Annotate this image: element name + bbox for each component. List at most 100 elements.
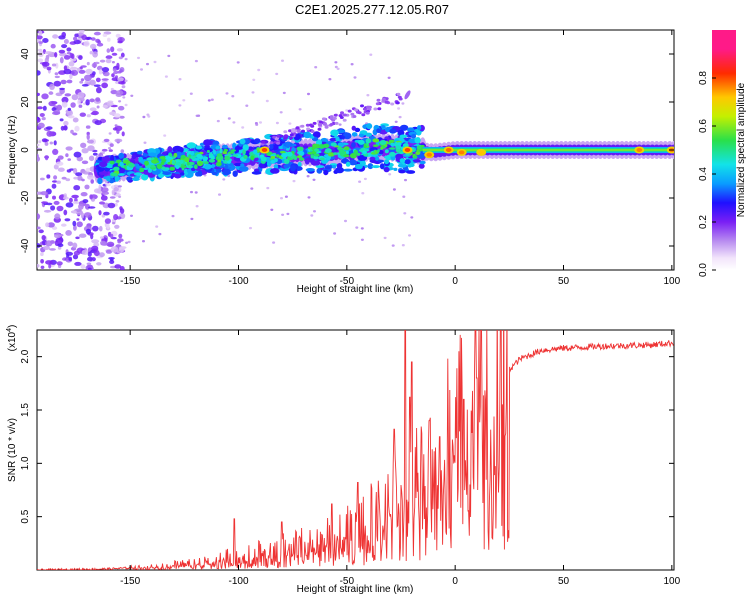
noise-blob: [53, 200, 60, 205]
branch-blob: [274, 137, 279, 141]
noise-blob: [59, 52, 67, 57]
top-y-ticks: -40 -20 0 20 40: [20, 48, 674, 253]
noise-blob: [111, 52, 118, 56]
band-blob: [365, 132, 373, 137]
noise-blob: [77, 99, 81, 105]
noise-dot: [387, 76, 391, 80]
noise-blob: [88, 206, 96, 209]
y-scale-label: (x104): [6, 325, 18, 352]
noise-blob: [117, 81, 126, 85]
band-blob: [411, 134, 417, 139]
noise-blob: [78, 55, 83, 60]
noise-dot: [236, 61, 240, 64]
band-blob: [404, 159, 411, 165]
noise-blob: [114, 138, 123, 143]
noise-blob: [54, 213, 61, 220]
noise-blob: [105, 249, 113, 254]
noise-dot: [392, 188, 396, 191]
band-blob: [378, 159, 384, 163]
top-x-tick-label: 100: [663, 276, 680, 287]
noise-blob: [98, 210, 102, 216]
bottom-x-ticks: -150 -100 -50 0 50 100: [120, 330, 681, 587]
bottom-x-tick-label: 100: [663, 576, 680, 587]
noise-blob: [65, 202, 74, 208]
band-blob: [279, 167, 290, 172]
noise-dot: [307, 92, 310, 96]
noise-blob: [52, 111, 61, 116]
colorbar-gradient: [712, 30, 736, 270]
noise-blob: [80, 78, 85, 82]
noise-dot: [207, 99, 211, 102]
band-core-blob: [171, 159, 175, 165]
branch-blob: [395, 101, 400, 105]
noise-blob: [86, 134, 90, 140]
noise-blob: [117, 40, 123, 44]
noise-blob: [61, 96, 69, 104]
noise-dot: [130, 214, 133, 217]
band-core-blob: [345, 150, 349, 154]
bottom-x-axis-label: Height of straight line (km): [297, 584, 414, 595]
noise-blob: [37, 226, 41, 230]
band-core-blob: [281, 153, 288, 158]
noise-blob: [41, 235, 46, 241]
noise-blob: [48, 263, 52, 269]
band-blob: [351, 132, 358, 137]
band-core-blob: [330, 142, 337, 147]
noise-dot: [158, 232, 162, 236]
noise-blob: [101, 78, 109, 81]
colorbar-tick-label: 0.2: [698, 215, 709, 229]
noise-blob: [56, 205, 64, 212]
noise-blob: [107, 37, 111, 42]
noise-dot: [210, 98, 214, 101]
noise-blob: [53, 140, 57, 146]
top-y-tick-label: 0: [20, 147, 31, 153]
band-core-blob: [357, 139, 365, 145]
noise-dot: [227, 174, 231, 178]
noise-blob: [63, 65, 68, 71]
noise-blob: [81, 178, 85, 182]
noise-dot: [142, 240, 145, 243]
noise-blob: [37, 35, 43, 40]
band-core-blob: [353, 149, 358, 155]
top-x-axis-label: Height of straight line (km): [297, 284, 414, 295]
band-core-blob: [204, 161, 209, 164]
noise-dot: [143, 141, 147, 144]
noise-dot: [108, 132, 112, 135]
noise-blob: [54, 233, 62, 239]
band-blob: [97, 177, 103, 185]
noise-dot: [110, 87, 114, 91]
chart-title: C2E1.2025.277.12.05.R07: [295, 2, 449, 17]
band-blob: [389, 128, 397, 134]
bottom-x-tick-label: -50: [340, 576, 355, 587]
branch-blob: [381, 97, 386, 101]
noise-dot: [241, 126, 245, 129]
noise-blob: [52, 148, 59, 155]
noise-blob: [106, 48, 111, 53]
y-scale-exponent: 4: [6, 328, 13, 332]
noise-blob: [52, 226, 58, 230]
noise-blob: [118, 233, 123, 239]
noise-blob: [69, 66, 78, 71]
band-blob: [118, 152, 125, 159]
band-core-inner: [422, 149, 674, 151]
noise-blob: [95, 97, 101, 102]
branch-blob: [357, 111, 362, 115]
band-core-blob: [276, 154, 280, 158]
band-blob: [351, 142, 356, 148]
noise-dot: [280, 197, 283, 200]
noise-blob: [96, 42, 104, 47]
branch-blob: [342, 118, 347, 122]
noise-blob: [84, 74, 92, 82]
noise-blob: [46, 126, 53, 130]
noise-blob: [46, 66, 52, 71]
noise-dot: [130, 94, 134, 98]
noise-dot: [146, 62, 149, 66]
noise-blob: [49, 83, 55, 90]
noise-dot: [137, 56, 140, 60]
noise-blob: [54, 75, 60, 79]
band-blob: [232, 170, 238, 177]
band-blob: [371, 165, 381, 169]
noise-dot: [167, 54, 171, 58]
noise-blob: [93, 242, 100, 247]
noise-dot: [272, 241, 276, 244]
